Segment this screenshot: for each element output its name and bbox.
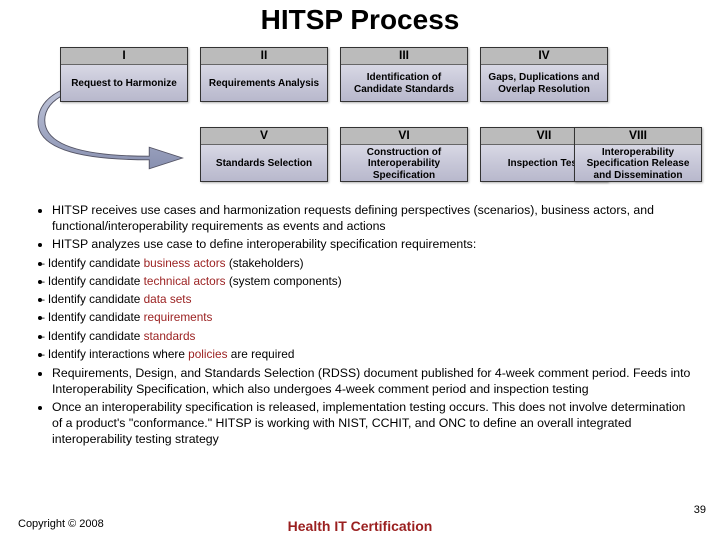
sub-5: Identify candidate standards xyxy=(52,329,696,344)
box-num: V xyxy=(201,128,327,145)
page-number: 39 xyxy=(694,504,706,516)
process-box-5: VStandards Selection xyxy=(200,127,328,182)
sub-4: Identify candidate requirements xyxy=(52,310,696,325)
footer: Health IT Certification Copyright © 2008… xyxy=(0,518,720,534)
box-label: Construction of Interoperability Specifi… xyxy=(341,145,467,183)
page-title: HITSP Process xyxy=(0,0,720,42)
process-box-4: IVGaps, Duplications and Overlap Resolut… xyxy=(480,47,608,102)
sub-2: Identify candidate technical actors (sys… xyxy=(52,274,696,289)
bullet-3: Requirements, Design, and Standards Sele… xyxy=(52,366,696,397)
sub-3: Identify candidate data sets xyxy=(52,292,696,307)
box-num: IV xyxy=(481,48,607,65)
box-label: Interoperability Specification Release a… xyxy=(575,145,701,183)
copyright: Copyright © 2008 xyxy=(18,518,104,530)
process-box-3: IIIIdentification of Candidate Standards xyxy=(340,47,468,102)
box-num: III xyxy=(341,48,467,65)
process-box-1: IRequest to Harmonize xyxy=(60,47,188,102)
bullet-4: Once an interoperability specification i… xyxy=(52,400,696,447)
main-bullets-2: Requirements, Design, and Standards Sele… xyxy=(24,366,696,448)
box-label: Requirements Analysis xyxy=(201,65,327,103)
box-num: VI xyxy=(341,128,467,145)
box-label: Standards Selection xyxy=(201,145,327,183)
process-box-8: VIIIInteroperability Specification Relea… xyxy=(574,127,702,182)
body-content: HITSP receives use cases and harmonizati… xyxy=(0,197,720,447)
sub-6: Identify interactions where policies are… xyxy=(52,347,696,362)
footer-center: Health IT Certification xyxy=(0,518,720,534)
box-label: Gaps, Duplications and Overlap Resolutio… xyxy=(481,65,607,103)
process-box-2: IIRequirements Analysis xyxy=(200,47,328,102)
sub-1: Identify candidate business actors (stak… xyxy=(52,256,696,271)
bullet-2: HITSP analyzes use case to define intero… xyxy=(52,237,696,253)
sub-bullets: Identify candidate business actors (stak… xyxy=(24,256,696,362)
box-num: I xyxy=(61,48,187,65)
process-box-6: VIConstruction of Interoperability Speci… xyxy=(340,127,468,182)
box-num: II xyxy=(201,48,327,65)
process-diagram: IRequest to Harmonize IIRequirements Ana… xyxy=(20,42,700,197)
box-num: VIII xyxy=(575,128,701,145)
bullet-1: HITSP receives use cases and harmonizati… xyxy=(52,203,696,234)
main-bullets: HITSP receives use cases and harmonizati… xyxy=(24,203,696,253)
box-label: Identification of Candidate Standards xyxy=(341,65,467,103)
box-label: Request to Harmonize xyxy=(61,65,187,103)
